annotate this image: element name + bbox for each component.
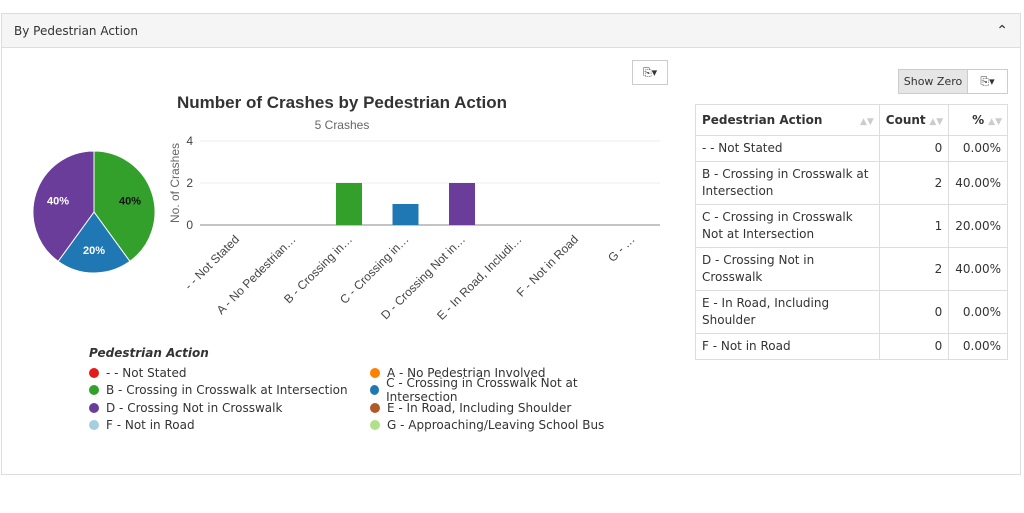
legend-item[interactable]: E - In Road, Including Shoulder [370, 399, 630, 417]
percent-cell: 20.00% [948, 204, 1008, 248]
legend-label: D - Crossing Not in Crosswalk [106, 400, 283, 415]
chevron-up-icon[interactable]: ⌃ [996, 22, 1008, 39]
chart-legend: Pedestrian Action - - Not Stated A - No P… [89, 346, 630, 434]
legend-dot-icon [89, 402, 99, 413]
y-tick-label: 0 [186, 218, 193, 232]
percent-cell: 0.00% [948, 333, 1008, 360]
count-cell: 2 [878, 247, 950, 291]
legend-label: F - Not in Road [106, 418, 195, 433]
legend-dot-icon [370, 367, 380, 378]
legend-label: B - Crossing in Crosswalk at Intersectio… [106, 383, 348, 398]
legend-label: A - No Pedestrian Involved [387, 365, 546, 380]
table-row: F - Not in Road 0 0.00% [695, 333, 1008, 360]
legend-dot-icon [89, 385, 99, 396]
legend-label: E - In Road, Including Shoulder [387, 400, 572, 415]
bar [449, 183, 475, 225]
table-row: E - In Road, Including Shoulder 0 0.00% [695, 290, 1008, 334]
chart-title: Number of Crashes by Pedestrian Action [177, 93, 507, 112]
legend-item[interactable]: D - Crossing Not in Crosswalk [89, 399, 370, 417]
column-header-count[interactable]: Count ▲▼ [878, 104, 950, 136]
x-tick-label: - - Not Stated [182, 232, 242, 292]
panel-title: By Pedestrian Action [14, 23, 138, 38]
legend-dot-icon [370, 385, 380, 396]
export-icon: ⎘▾ [642, 65, 658, 79]
pedestrian-action-panel: By Pedestrian Action ⌃ [1, 13, 1021, 475]
action-cell: C - Crossing in Crosswalk Not at Interse… [695, 204, 880, 248]
action-cell: - - Not Stated [695, 135, 880, 162]
legend-dot-icon [89, 420, 99, 431]
percent-cell: 40.00% [948, 161, 1008, 205]
pie-slice [93, 150, 156, 263]
sort-icon: ▲▼ [988, 117, 1002, 127]
y-axis-label: No. of Crashes [168, 143, 182, 223]
count-cell: 0 [878, 333, 950, 360]
header-label: % [972, 112, 985, 127]
pie-label: 40% [119, 195, 141, 207]
panel-header[interactable]: By Pedestrian Action ⌃ [2, 14, 1020, 48]
column-header-action[interactable]: Pedestrian Action ▲▼ [695, 104, 880, 136]
legend-dot-icon [370, 402, 380, 413]
header-label: Count [885, 112, 926, 127]
y-tick-label: 4 [186, 134, 193, 148]
pie-slice [57, 211, 131, 274]
count-cell: 0 [878, 135, 950, 162]
action-cell: E - In Road, Including Shoulder [695, 290, 880, 334]
pie-label: 20% [83, 245, 105, 257]
legend-label: - - Not Stated [106, 365, 187, 380]
legend-label: C - Crossing in Crosswalk Not at Interse… [386, 376, 578, 405]
x-tick-label: G - … [605, 232, 638, 265]
bar [392, 204, 419, 225]
table-row: B - Crossing in Crosswalk at Intersectio… [695, 161, 1008, 205]
chart-export-button[interactable]: ⎘▾ [632, 60, 668, 85]
table-row: C - Crossing in Crosswalk Not at Interse… [695, 204, 1008, 248]
legend-dot-icon [370, 420, 380, 431]
bar [336, 183, 362, 225]
legend-item[interactable]: - - Not Stated [89, 364, 370, 382]
action-cell: D - Crossing Not in Crosswalk [695, 247, 880, 291]
show-zero-button[interactable]: Show Zero [898, 69, 968, 94]
pie-label: 40% [47, 195, 69, 207]
sort-icon: ▲▼ [929, 117, 944, 127]
y-tick-label: 2 [186, 176, 193, 190]
legend-item[interactable]: G - Approaching/Leaving School Bus [370, 417, 630, 435]
header-label: Pedestrian Action [702, 112, 823, 127]
action-cell: B - Crossing in Crosswalk at Intersectio… [695, 161, 880, 205]
legend-item[interactable]: F - Not in Road [89, 417, 370, 435]
legend-item[interactable]: B - Crossing in Crosswalk at Intersectio… [89, 382, 370, 400]
legend-item[interactable]: C - Crossing in Crosswalk Not at Interse… [370, 376, 630, 404]
export-icon: ⎘▾ [980, 74, 995, 88]
sort-icon: ▲▼ [859, 117, 874, 127]
percent-cell: 40.00% [948, 247, 1008, 291]
count-cell: 0 [878, 290, 950, 334]
table-export-button[interactable]: ⎘▾ [967, 69, 1008, 94]
percent-cell: 0.00% [948, 290, 1008, 334]
percent-cell: 0.00% [948, 135, 1008, 162]
pie-slice [32, 150, 95, 263]
column-header-percent[interactable]: % ▲▼ [948, 104, 1008, 136]
legend-dot-icon [89, 367, 99, 378]
chart-subtitle: 5 Crashes [315, 118, 370, 132]
table-row: - - Not Stated 0 0.00% [695, 135, 1008, 162]
crashes-chart: Number of Crashes by Pedestrian Action 5 … [32, 93, 660, 323]
pedestrian-action-table: Pedestrian Action ▲▼ Count ▲▼ % ▲▼ - - Not … [695, 104, 1008, 360]
legend-label: G - Approaching/Leaving School Bus [387, 418, 605, 433]
legend-item[interactable]: A - No Pedestrian Involved [370, 364, 630, 382]
count-cell: 2 [878, 161, 950, 205]
table-row: D - Crossing Not in Crosswalk 2 40.00% [695, 247, 1008, 291]
action-cell: F - Not in Road [695, 333, 880, 360]
count-cell: 1 [878, 204, 950, 248]
legend-title: Pedestrian Action [89, 346, 209, 360]
